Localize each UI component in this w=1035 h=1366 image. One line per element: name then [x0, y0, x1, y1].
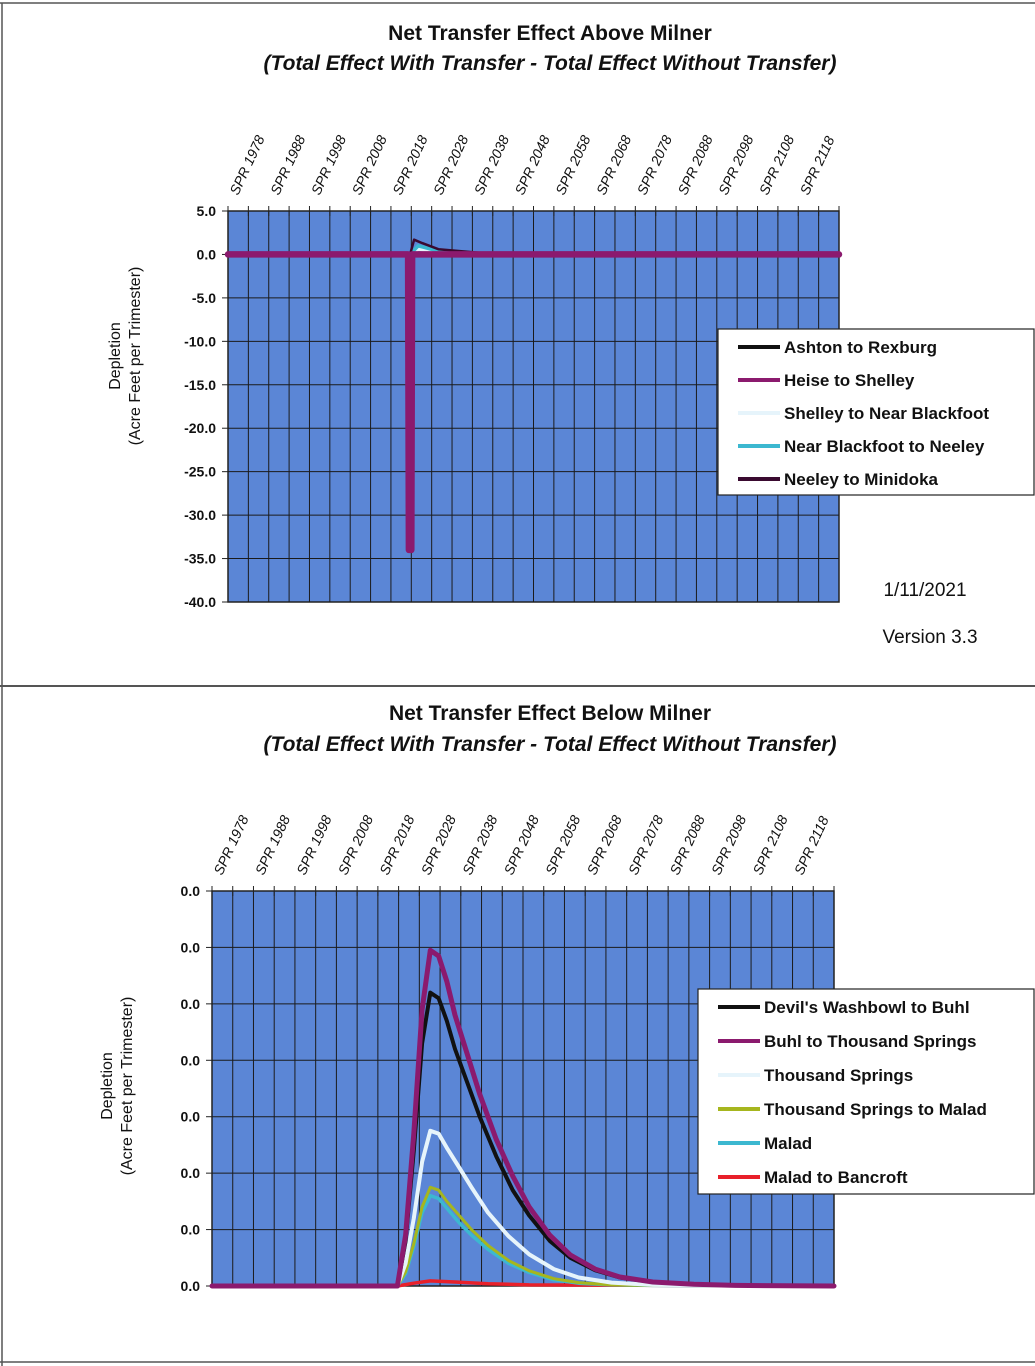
x-tick-label: SPR 2048	[511, 132, 553, 197]
chart1-y-axis-label: Depletion (Acre Feet per Trimester)	[107, 267, 144, 446]
x-tick-label: SPR 2108	[749, 812, 791, 877]
x-tick-label: SPR 2108	[756, 132, 798, 197]
series-line-thousand-springs-to-malad	[210, 1185, 836, 1288]
series-line-heise-to-shelley	[224, 251, 843, 554]
x-tick-label: SPR 2068	[593, 132, 635, 197]
chart2-subtitle: (Total Effect With Transfer - Total Effe…	[264, 733, 837, 756]
chart2-axis-ticks	[206, 886, 835, 1287]
x-tick-label: SPR 2008	[335, 812, 377, 877]
y-tick-label: -35.0	[184, 551, 216, 567]
x-tick-label: SPR 2058	[542, 812, 584, 877]
chart1-axis-ticks	[222, 206, 840, 603]
y-tick-label: 0.0	[181, 883, 201, 899]
legend-label: Shelley to Near Blackfoot	[784, 404, 989, 423]
y-tick-label: -30.0	[184, 507, 216, 523]
legend-label: Thousand Springs to Malad	[764, 1100, 987, 1119]
y-tick-label: 0.0	[181, 996, 201, 1012]
chart1-x-tick-labels: SPR 1978 SPR 1988 SPR 1998 SPR 2008 SPR 2018…	[226, 132, 837, 197]
legend-label: Ashton to Rexburg	[784, 338, 937, 357]
legend-label: Neeley to Minidoka	[784, 470, 939, 489]
legend-label: Malad to Bancroft	[764, 1168, 908, 1187]
chart1-ylabel-line1: Depletion	[107, 322, 124, 390]
x-tick-label: SPR 2098	[715, 132, 757, 197]
x-tick-label: SPR 2038	[459, 812, 501, 877]
chart1-version-annotation: Version 3.3	[882, 627, 977, 648]
x-tick-label: SPR 2028	[430, 132, 472, 197]
legend-label: Malad	[764, 1134, 812, 1153]
y-tick-label: -40.0	[184, 594, 216, 610]
x-tick-label: SPR 1978	[226, 132, 268, 197]
y-tick-label: 0.0	[181, 1165, 201, 1181]
legend-label: Near Blackfoot to Neeley	[784, 437, 985, 456]
y-tick-label: 0.0	[197, 246, 217, 262]
y-tick-label: -10.0	[184, 333, 216, 349]
x-tick-label: SPR 2058	[552, 132, 594, 197]
y-tick-label: 0.0	[181, 939, 201, 955]
x-tick-label: SPR 2078	[634, 132, 676, 197]
x-tick-label: SPR 2118	[791, 813, 832, 877]
legend-label: Devil's Washbowl to Buhl	[764, 998, 970, 1017]
chart-above-milner: Net Transfer Effect Above Milner (Total …	[107, 22, 1035, 648]
chart2-ylabel-line2: (Acre Feet per Trimester)	[119, 997, 136, 1176]
legend-label: Heise to Shelley	[784, 371, 915, 390]
x-tick-label: SPR 1998	[293, 812, 335, 877]
y-tick-label: -20.0	[184, 420, 216, 436]
x-tick-label: SPR 2018	[389, 132, 431, 197]
x-tick-label: SPR 1988	[252, 812, 294, 877]
chart1-ylabel-line2: (Acre Feet per Trimester)	[127, 267, 144, 446]
x-tick-label: SPR 1978	[210, 812, 252, 877]
y-tick-label: -25.0	[184, 464, 216, 480]
chart2-x-tick-labels: SPR 1978 SPR 1988 SPR 1998 SPR 2008 SPR 2018…	[210, 812, 832, 877]
chart2-title: Net Transfer Effect Below Milner	[389, 702, 711, 725]
x-tick-label: SPR 1998	[308, 132, 350, 197]
x-tick-label: SPR 2038	[471, 132, 513, 197]
y-tick-label: -15.0	[184, 377, 216, 393]
x-tick-label: SPR 2088	[674, 132, 716, 197]
y-tick-label: 0.0	[181, 1278, 201, 1294]
series-line-thousand-springs	[210, 1128, 836, 1288]
x-tick-label: SPR 2018	[376, 812, 418, 877]
chart2-y-tick-labels: 0.0 0.0 0.0 0.0 0.0 0.0 0.0 0.0	[181, 883, 201, 1294]
series-line-malad-to-bancroft	[210, 1279, 836, 1288]
series-line-buhl-to-thousand-springs	[209, 947, 837, 1289]
legend-label: Buhl to Thousand Springs	[764, 1032, 976, 1051]
chart1-series-lines	[224, 238, 843, 554]
y-tick-label: 0.0	[181, 1052, 201, 1068]
y-tick-label: 0.0	[181, 1222, 201, 1238]
x-tick-label: SPR 2078	[625, 812, 667, 877]
chart1-legend: Ashton to Rexburg Heise to Shelley Shelley…	[717, 328, 1035, 496]
y-tick-label: 5.0	[197, 203, 217, 219]
chart1-subtitle: (Total Effect With Transfer - Total Effe…	[264, 52, 837, 75]
chart2-series-lines	[209, 947, 837, 1289]
x-tick-label: SPR 1988	[267, 132, 309, 197]
x-tick-label: SPR 2088	[666, 812, 708, 877]
x-tick-label: SPR 2068	[583, 812, 625, 877]
legend-label: Thousand Springs	[764, 1066, 913, 1085]
chart2-y-axis-label: Depletion (Acre Feet per Trimester)	[99, 997, 136, 1176]
chart1-y-tick-labels: 5.0 0.0 -5.0 -10.0 -15.0 -20.0 -25.0 -30.0 -35.0…	[184, 203, 216, 610]
x-tick-label: SPR 2098	[708, 812, 750, 877]
chart2-ylabel-line1: Depletion	[99, 1052, 116, 1120]
chart2-legend-box	[697, 988, 1035, 1195]
x-tick-label: SPR 2008	[348, 132, 390, 197]
chart1-title: Net Transfer Effect Above Milner	[388, 22, 712, 45]
chart1-date-annotation: 1/11/2021	[883, 580, 966, 601]
x-tick-label: SPR 2028	[418, 812, 460, 877]
x-tick-label: SPR 2118	[796, 133, 837, 197]
y-tick-label: 0.0	[181, 1109, 201, 1125]
chart-below-milner: Net Transfer Effect Below Milner (Total …	[99, 702, 1035, 1294]
x-tick-label: SPR 2048	[500, 812, 542, 877]
chart2-legend: Devil's Washbowl to Buhl Buhl to Thousand…	[697, 988, 1035, 1195]
y-tick-label: -5.0	[192, 290, 216, 306]
